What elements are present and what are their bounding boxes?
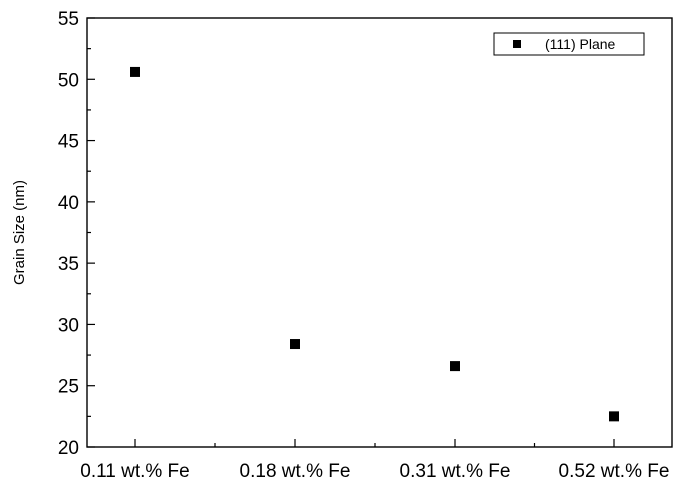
data-point-square [609, 411, 619, 422]
y-tick-label: 55 [58, 9, 79, 30]
y-tick-label: 25 [58, 377, 79, 398]
y-tick-label: 20 [58, 438, 79, 459]
x-tick-label: 0.31 wt.% Fe [400, 461, 511, 482]
data-points [130, 66, 619, 422]
data-point-square [290, 339, 300, 350]
x-tick-label: 0.52 wt.% Fe [559, 461, 670, 482]
x-axis: 0.11 wt.% Fe 0.18 wt.% Fe 0.31 wt.% Fe 0.52… [80, 439, 669, 482]
legend-marker-square-icon [513, 40, 521, 48]
legend-box [493, 32, 645, 56]
data-point-square [450, 361, 460, 372]
legend-entry: (111) Plane [545, 36, 616, 52]
legend: (111) Plane [493, 32, 645, 56]
y-tick-label: 45 [58, 132, 79, 153]
x-tick-label: 0.18 wt.% Fe [240, 461, 351, 482]
y-tick-label: 50 [58, 70, 79, 91]
y-axis: 20 25 30 35 40 45 50 55 [58, 9, 95, 459]
y-axis-label: Grain Size (nm) [11, 180, 28, 285]
y-tick-label: 30 [58, 315, 79, 336]
y-tick-label: 35 [58, 254, 79, 275]
x-tick-label: 0.11 wt.% Fe [80, 461, 189, 482]
data-point-square [130, 66, 140, 77]
y-tick-label: 40 [58, 193, 79, 214]
plot-frame [86, 17, 673, 448]
